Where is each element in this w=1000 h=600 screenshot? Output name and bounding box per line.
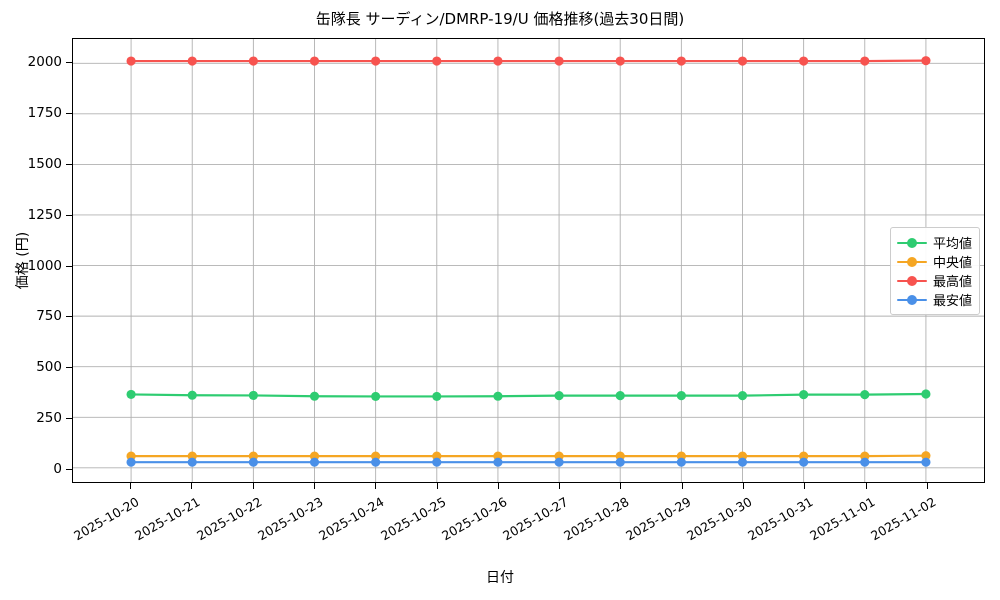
series-marker [493, 457, 503, 467]
series-marker [615, 391, 625, 401]
series-marker [554, 457, 564, 467]
series-marker [615, 457, 625, 467]
series-marker [799, 390, 809, 400]
series-marker [371, 56, 381, 66]
series-marker [921, 56, 931, 66]
series-marker [921, 451, 931, 461]
legend-item[interactable]: 平均値 [897, 233, 972, 252]
legend-swatch-icon [897, 236, 927, 250]
series-marker [799, 457, 809, 467]
series-marker [187, 390, 197, 400]
series-marker [799, 56, 809, 66]
series-marker [615, 56, 625, 66]
legend-label: 最高値 [933, 275, 973, 290]
series-marker [737, 56, 748, 66]
y-axis-tick-label: 750 [36, 308, 62, 325]
plot-area [72, 38, 985, 483]
series-marker [860, 457, 870, 467]
series-marker [126, 56, 136, 66]
legend-swatch-icon [897, 293, 927, 307]
series-marker [126, 457, 136, 467]
legend-swatch-icon [897, 255, 927, 269]
series-marker [248, 457, 258, 467]
series-marker [371, 391, 381, 402]
y-axis-tick-label: 250 [36, 409, 62, 426]
y-axis-tick-mark [66, 468, 72, 470]
series-marker [493, 56, 503, 66]
series-marker [921, 457, 931, 467]
y-axis-tick-mark [66, 113, 72, 115]
y-axis-tick-label: 1250 [27, 206, 62, 223]
x-axis-tick-mark [191, 483, 193, 489]
data-series-layer [126, 56, 931, 467]
y-axis-tick-mark [66, 417, 72, 419]
y-axis-tick-label: 500 [36, 359, 62, 376]
series-line [129, 392, 928, 398]
y-axis-tick-mark [66, 316, 72, 318]
legend-label: 最安値 [933, 294, 973, 309]
legend-swatch-icon [897, 274, 927, 288]
y-axis-tick-label: 1500 [27, 155, 62, 172]
y-axis-tick-mark [66, 163, 72, 165]
series-marker [737, 391, 748, 401]
x-axis-tick-mark [742, 483, 744, 489]
series-marker [187, 457, 197, 467]
series-marker [248, 390, 258, 401]
x-axis-tick-mark [130, 483, 132, 489]
x-axis-tick-mark [681, 483, 683, 489]
y-axis-tick-label: 0 [53, 460, 62, 477]
x-axis-title: 日付 [486, 570, 514, 586]
x-axis-tick-mark [559, 483, 561, 489]
x-axis-tick-mark [620, 483, 622, 489]
series-marker [432, 457, 442, 467]
x-axis-tick-mark [804, 483, 806, 489]
series-marker [676, 457, 686, 467]
y-axis-tick-mark [66, 62, 72, 64]
y-axis-tick-mark [66, 265, 72, 267]
chart-title: 缶隊長 サーディン/DMRP-19/U 価格推移(過去30日間) [315, 10, 685, 28]
series-marker [371, 457, 381, 467]
series-marker [860, 56, 870, 66]
x-axis-tick-mark [252, 483, 254, 489]
series-marker [432, 56, 442, 66]
legend-item[interactable]: 最安値 [897, 290, 972, 309]
x-axis-tick-mark [314, 483, 316, 489]
series-marker [921, 389, 931, 399]
series-marker [309, 56, 320, 66]
series-marker [248, 56, 258, 66]
y-axis-tick-label: 2000 [27, 54, 62, 71]
series-marker [676, 391, 686, 401]
x-axis-tick-mark [436, 483, 438, 489]
y-axis-tick-label: 1750 [27, 105, 62, 122]
series-marker [554, 56, 564, 66]
series-marker [493, 391, 503, 401]
legend-item[interactable]: 中央値 [897, 252, 972, 271]
y-axis-tick-mark [66, 214, 72, 216]
x-axis-tick-mark [497, 483, 499, 489]
legend-label: 中央値 [933, 256, 973, 271]
legend-item[interactable]: 最高値 [897, 271, 972, 290]
y-axis-tick-mark [66, 367, 72, 369]
series-marker [187, 56, 197, 66]
chart-legend[interactable]: 平均値中央値最高値最安値 [890, 227, 981, 315]
series-marker [860, 390, 870, 400]
series-marker [126, 389, 136, 399]
series-marker [309, 391, 320, 401]
series-marker [432, 391, 442, 402]
series-marker [309, 457, 320, 467]
series-marker [676, 56, 686, 66]
legend-label: 平均値 [933, 237, 973, 252]
grid-lines [73, 39, 984, 482]
x-axis-tick-mark [375, 483, 377, 489]
x-axis-tick-mark [926, 483, 928, 489]
y-axis-tick-label: 1000 [27, 257, 62, 274]
series-marker [554, 391, 564, 401]
x-axis-tick-mark [865, 483, 867, 489]
series-marker [737, 457, 748, 467]
